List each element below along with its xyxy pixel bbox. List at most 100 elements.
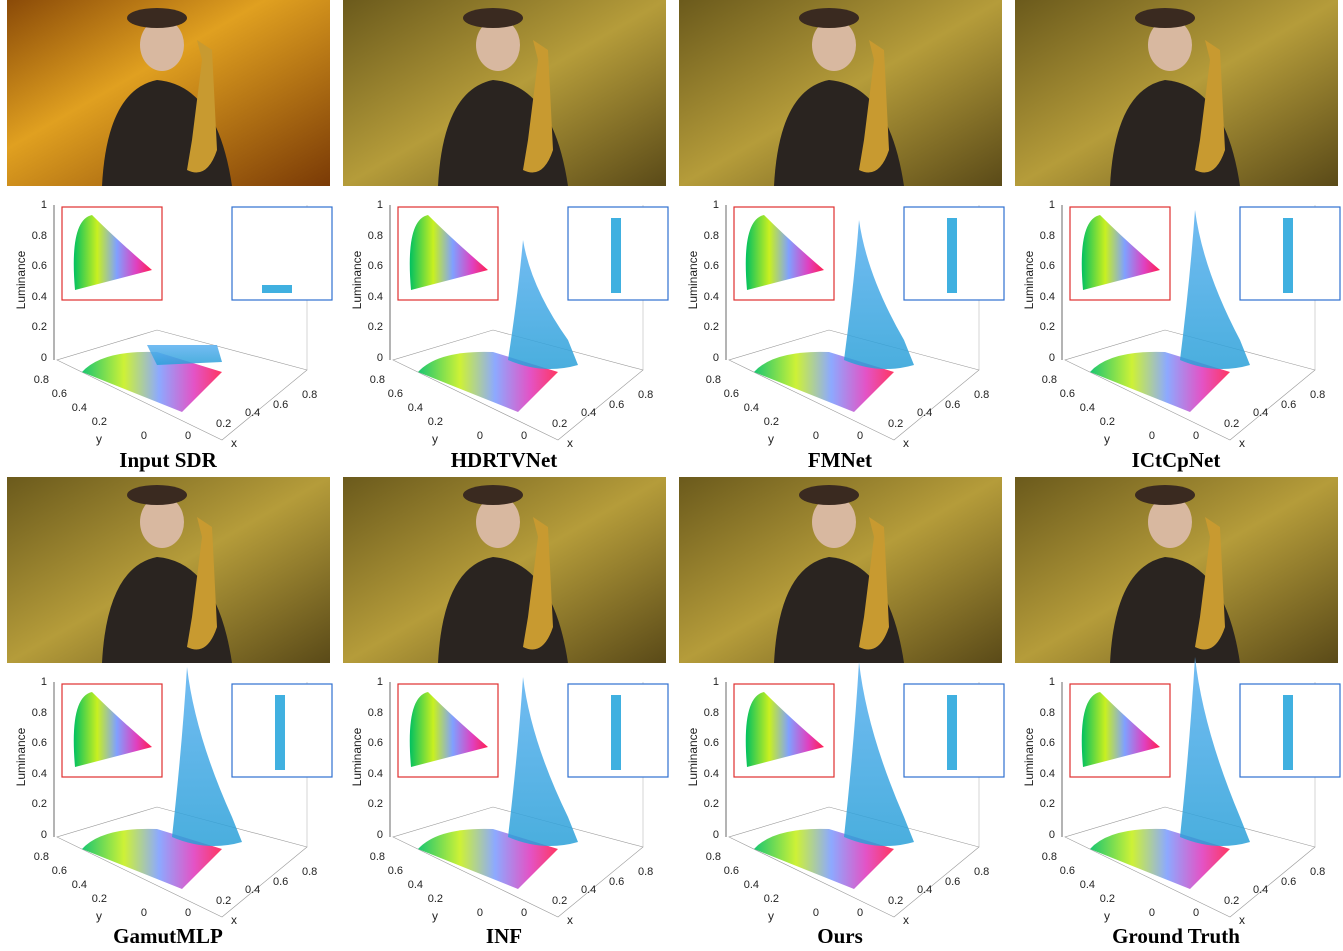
x-axis-label: x [903,913,909,927]
x-axis-label: x [231,913,237,927]
y-tick-label: 0 [1149,907,1155,919]
x-tick-label: 0 [185,430,191,442]
z-tick-label: 0.6 [32,260,47,272]
y-tick-label: 0.2 [92,893,107,905]
inset-gamut [73,215,152,290]
y-tick-label: 0 [813,907,819,919]
saxophone [859,517,889,650]
gamut [754,351,894,412]
y-axis-label: y [432,432,438,446]
x-axis-label: x [567,913,573,927]
x-tick-label: 0.8 [974,389,989,401]
photo [679,477,1002,663]
z-axis-label: Luminance [1022,250,1036,309]
inset-cloud [947,218,957,293]
z-tick-label: 0 [1049,829,1055,841]
x-tick-label: 0 [857,907,863,919]
z-axis-label: Luminance [14,727,28,786]
inset-cloud [275,695,285,770]
panel-caption: Ours [817,924,863,948]
y-axis-label: y [768,432,774,446]
photo [343,477,666,663]
x-tick-label: 0 [521,430,527,442]
z-tick-label: 0.6 [1040,260,1055,272]
saxophone [859,40,889,173]
y-tick-label: 0.8 [34,851,49,863]
z-tick-label: 0.2 [704,798,719,810]
gamut [1090,828,1230,889]
z-tick-label: 1 [41,676,47,688]
gamut [82,351,222,412]
hat [1135,485,1195,505]
y-tick-label: 0.6 [724,388,739,400]
inset-cloud [1283,695,1293,770]
inset-cloud [947,695,957,770]
z-tick-label: 0.2 [368,798,383,810]
z-tick-label: 1 [1049,676,1055,688]
z-tick-label: 0.4 [368,768,383,780]
photo [1015,477,1338,663]
x-tick-label: 0.2 [888,418,903,430]
z-tick-label: 0.8 [368,707,383,719]
x-tick-label: 0.6 [1281,876,1296,888]
z-tick-label: 0.6 [1040,737,1055,749]
photo [679,0,1002,186]
panel-caption: Input SDR [119,448,217,472]
hat [799,485,859,505]
z-tick-label: 1 [377,676,383,688]
z-tick-label: 0.8 [32,707,47,719]
z-tick-label: 0.4 [1040,768,1055,780]
z-tick-label: 0.4 [32,291,47,303]
y-tick-label: 0.8 [370,851,385,863]
x-axis-label: x [567,436,573,450]
hat [127,8,187,28]
scatter-cloud [1180,657,1250,846]
head [1148,496,1192,548]
scatter-cloud [147,345,222,365]
y-tick-label: 0.4 [744,402,759,414]
y-tick-label: 0 [813,430,819,442]
inset-gamut [1081,692,1160,767]
y-tick-label: 0.4 [408,402,423,414]
scatter-cloud [508,240,578,369]
y-tick-label: 0.4 [72,402,87,414]
z-tick-label: 0 [1049,352,1055,364]
photo [343,0,666,186]
z-tick-label: 1 [41,199,47,211]
z-tick-label: 0.4 [1040,291,1055,303]
x-tick-label: 0.8 [638,866,653,878]
z-axis-label: Luminance [686,250,700,309]
saxophone [187,40,217,173]
z-tick-label: 0.8 [368,230,383,242]
gamut [1090,351,1230,412]
head [476,496,520,548]
y-tick-label: 0.2 [92,416,107,428]
z-tick-label: 0.2 [1040,798,1055,810]
hat [463,8,523,28]
scatter-cloud [172,667,242,846]
x-tick-label: 0.6 [945,399,960,411]
x-tick-label: 0 [857,430,863,442]
x-tick-label: 0.6 [609,876,624,888]
z-tick-label: 0.4 [32,768,47,780]
y-tick-label: 0.2 [428,416,443,428]
y-tick-label: 0 [477,907,483,919]
z-tick-label: 0.6 [368,260,383,272]
z-tick-label: 0 [713,352,719,364]
x-tick-label: 0.4 [245,407,260,419]
scatter-cloud [844,662,914,846]
gamut [82,828,222,889]
head [140,19,184,71]
y-tick-label: 0 [1149,430,1155,442]
z-tick-label: 0 [41,352,47,364]
z-tick-label: 0.2 [704,321,719,333]
hat [463,485,523,505]
x-axis-label: x [903,436,909,450]
x-tick-label: 0.2 [216,418,231,430]
